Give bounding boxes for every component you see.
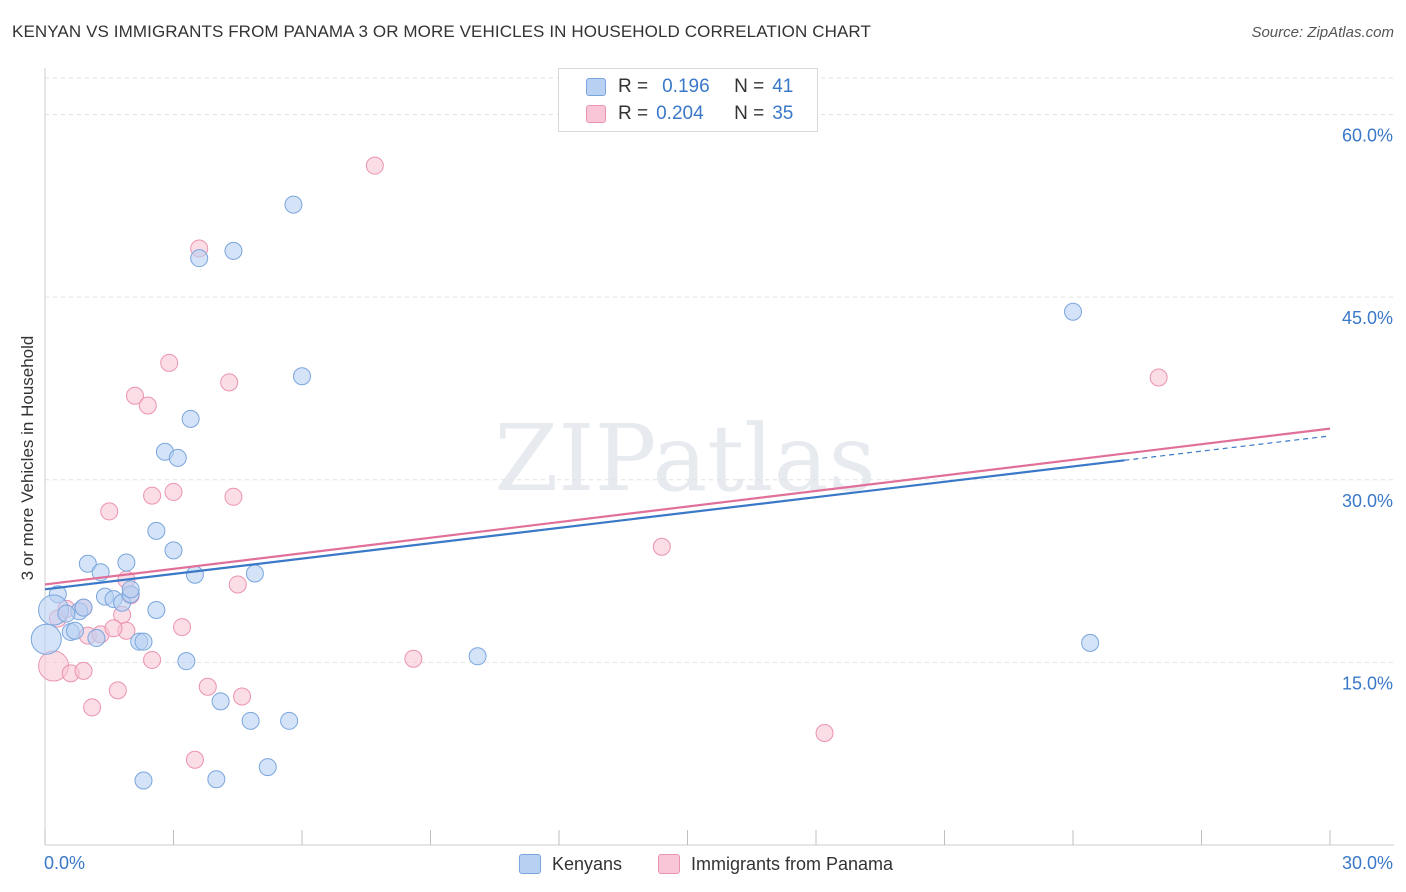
kenyan-point	[1064, 302, 1082, 321]
panama-point	[164, 482, 183, 501]
watermark: ZIPatlas	[494, 405, 875, 512]
legend-n-value: 41	[772, 76, 794, 97]
legend-swatch-panama	[586, 105, 606, 123]
tick-labels: 15.0% 30.0% 45.0% 60.0% 0.0% 30.0%	[44, 126, 1393, 873]
panama-point	[83, 698, 102, 717]
kenyan-point	[134, 771, 153, 790]
panama-point	[125, 386, 144, 405]
kenyan-point	[57, 604, 76, 623]
kenyan-point	[65, 621, 84, 640]
kenyan-point	[164, 541, 183, 560]
legend-row-panama: R = 0.204 N = 35	[559, 101, 793, 127]
kenyan-point	[241, 711, 260, 730]
bottom-legend-swatch-kenyans	[519, 854, 541, 874]
panama-point	[815, 723, 834, 742]
panama-point	[220, 373, 239, 392]
panama-point	[198, 677, 217, 696]
kenyan-point	[207, 770, 226, 789]
panama-point	[173, 618, 192, 637]
kenyan-point	[258, 758, 277, 777]
panama-point	[143, 486, 162, 505]
kenyan-trend-extension	[1124, 435, 1331, 461]
panama-point	[138, 396, 157, 415]
kenyan-point	[468, 647, 487, 666]
y-tick-label: 30.0%	[1342, 491, 1393, 511]
kenyan-point	[293, 367, 311, 386]
correlation-legend: R = 0.196 N = 41 R = 0.204 N = 35	[558, 68, 818, 132]
y-tick-label: 15.0%	[1342, 673, 1393, 693]
axes	[44, 68, 1394, 846]
panama-point	[160, 353, 179, 372]
bottom-legend-panama[interactable]: Immigrants from Panama	[658, 852, 893, 876]
kenyan-point	[74, 598, 93, 617]
kenyan-point	[1081, 633, 1100, 652]
x-tick-label: 0.0%	[44, 853, 85, 873]
source-label: Source: ZipAtlas.com	[1251, 24, 1394, 41]
panama-point	[228, 575, 247, 594]
panama-point	[100, 502, 119, 521]
chart-title: KENYAN VS IMMIGRANTS FROM PANAMA 3 OR MO…	[12, 22, 871, 41]
kenyan-point	[78, 554, 97, 573]
legend-r-label: R =	[618, 103, 649, 124]
kenyan-point	[117, 553, 136, 572]
y-axis-label: 3 or more Vehicles in Household	[18, 335, 37, 581]
kenyan-point	[30, 623, 62, 655]
panama-point	[233, 687, 252, 706]
kenyan-trend-line	[44, 459, 1125, 591]
legend-row-kenyans: R = 0.196 N = 41	[559, 74, 793, 100]
kenyan-point	[147, 521, 166, 540]
kenyan-point	[190, 249, 209, 268]
bottom-legend-label-kenyans: Kenyans	[552, 853, 623, 874]
bottom-legend-swatch-panama	[658, 854, 680, 874]
legend-n-value: 35	[772, 103, 794, 124]
kenyan-point	[168, 448, 187, 467]
x-tick-label: 30.0%	[1342, 853, 1393, 873]
legend-swatch-kenyans	[586, 78, 606, 96]
kenyan-point	[211, 692, 230, 711]
kenyan-point	[134, 632, 153, 651]
kenyan-point	[87, 629, 106, 648]
legend-n-label: N =	[734, 76, 765, 97]
panama-point	[104, 619, 123, 638]
kenyan-point	[284, 195, 303, 214]
y-tick-label: 45.0%	[1342, 308, 1393, 328]
panama-trend-line	[44, 427, 1331, 586]
kenyan-point	[245, 564, 264, 583]
legend-n-label: N =	[734, 103, 765, 124]
panama-point	[185, 750, 204, 769]
panama-point	[74, 661, 93, 680]
legend-r-value: 0.204	[656, 103, 704, 124]
kenyan-point	[280, 711, 299, 730]
panama-point	[404, 649, 423, 668]
bottom-legend-kenyans[interactable]: Kenyans	[519, 852, 622, 876]
panama-point	[224, 487, 243, 506]
legend-r-value: 0.196	[662, 76, 710, 97]
trend-lines	[44, 427, 1331, 591]
kenyan-point	[147, 601, 166, 620]
kenyan-point	[185, 565, 204, 584]
y-tick-label: 60.0%	[1342, 126, 1393, 146]
kenyan-point	[181, 409, 200, 428]
panama-point	[1149, 368, 1168, 387]
panama-point	[365, 156, 384, 175]
bottom-legend-label-panama: Immigrants from Panama	[691, 853, 894, 874]
panama-point	[652, 537, 671, 556]
kenyan-point	[224, 241, 243, 260]
legend-r-label: R =	[618, 76, 649, 97]
panama-point	[143, 650, 162, 669]
kenyan-point	[121, 580, 140, 599]
panama-point	[108, 681, 127, 700]
kenyan-point	[177, 652, 196, 671]
